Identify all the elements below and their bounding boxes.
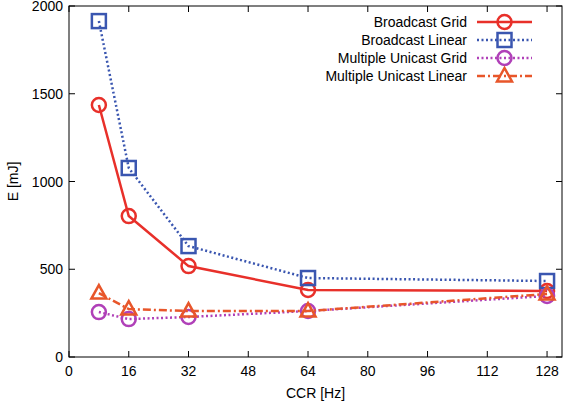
series-line: [99, 105, 547, 291]
series-marker: [301, 303, 316, 317]
legend-label: Broadcast Grid: [374, 14, 467, 30]
y-tick: [69, 181, 75, 182]
y-tick-label: 0: [55, 349, 63, 365]
y-tick: [556, 93, 562, 94]
legend-marker: [497, 68, 512, 82]
legend-line: [477, 21, 532, 24]
x-tick: [248, 351, 249, 357]
legend-line: [477, 39, 532, 42]
y-tick-label: 1500: [32, 86, 63, 102]
series-marker: [92, 98, 106, 112]
legend-marker: [498, 15, 512, 29]
x-tick: [188, 6, 189, 12]
x-tick: [128, 351, 129, 357]
series-marker: [92, 305, 106, 319]
plot-area: [91, 14, 554, 326]
x-tick-label: 128: [535, 363, 559, 379]
legend-label: Broadcast Linear: [361, 32, 467, 48]
series-marker: [540, 286, 555, 300]
x-tick: [248, 6, 249, 12]
x-tick: [427, 6, 428, 12]
x-tick: [547, 351, 548, 357]
y-tick: [69, 357, 75, 358]
y-tick-label: 2000: [32, 0, 63, 14]
series-marker: [92, 14, 106, 28]
series-marker: [301, 271, 315, 285]
x-tick: [69, 351, 70, 357]
y-tick: [556, 357, 562, 358]
series-line: [99, 21, 547, 281]
y-tick: [556, 6, 562, 7]
y-tick-label: 500: [40, 261, 64, 277]
x-tick: [128, 6, 129, 12]
x-tick: [308, 351, 309, 357]
series-marker: [122, 161, 136, 175]
x-tick: [308, 6, 309, 12]
chart: 0 16 32 48 64 80 96 112 128 0 500 1000 1500 2000 CCR […: [0, 0, 565, 406]
x-tick-label: 80: [360, 363, 376, 379]
x-tick: [69, 6, 70, 12]
y-tick: [556, 181, 562, 182]
x-axis-label: CCR [Hz]: [286, 385, 345, 401]
x-tick-label: 96: [420, 363, 436, 379]
x-tick-label: 0: [65, 363, 73, 379]
x-tick-label: 32: [181, 363, 197, 379]
series-marker: [182, 259, 196, 273]
series-marker: [182, 239, 196, 253]
series-marker: [121, 301, 136, 315]
x-tick-label: 16: [121, 363, 137, 379]
series-line: [99, 293, 547, 311]
x-tick: [547, 6, 548, 12]
x-tick: [487, 6, 488, 12]
y-tick-label: 1000: [32, 174, 63, 190]
x-tick-label: 48: [240, 363, 256, 379]
y-tick: [69, 93, 75, 94]
x-tick-label: 112: [476, 363, 499, 379]
y-tick: [69, 269, 75, 270]
legend-label: Multiple Unicast Grid: [338, 50, 467, 66]
x-tick: [367, 6, 368, 12]
x-tick-label: 64: [300, 363, 316, 379]
x-tick: [367, 351, 368, 357]
y-tick: [69, 6, 75, 7]
x-tick: [188, 351, 189, 357]
legend-line: [477, 75, 532, 78]
x-tick: [487, 351, 488, 357]
legend-label: Multiple Unicast Linear: [325, 68, 467, 84]
series-marker: [122, 209, 136, 223]
legend-marker: [498, 33, 512, 47]
series-marker: [91, 285, 106, 299]
legend-line: [477, 57, 532, 60]
plot-frame: [69, 6, 562, 357]
y-tick: [556, 269, 562, 270]
x-tick: [427, 351, 428, 357]
series-marker: [181, 303, 196, 317]
y-axis-label: E [mJ]: [5, 162, 21, 202]
legend: Broadcast Grid Broadcast Linear Multiple U…: [325, 14, 532, 84]
legend-marker: [498, 51, 512, 65]
